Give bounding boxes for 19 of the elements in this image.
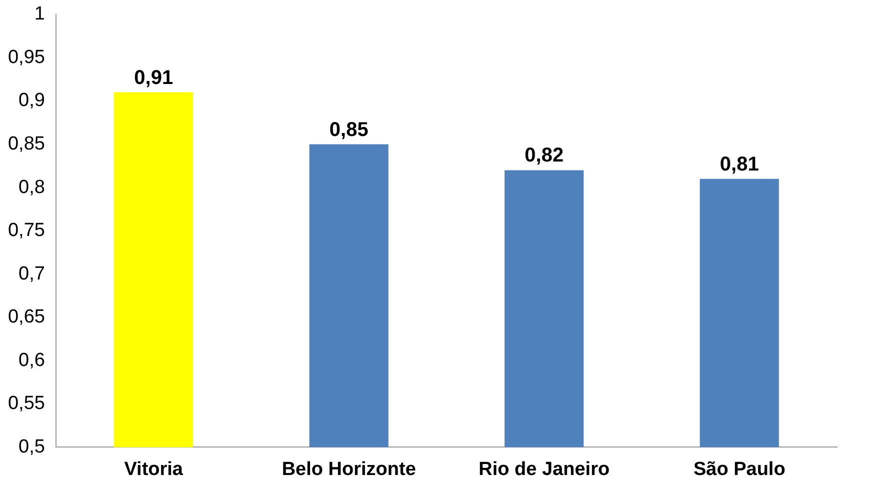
y-tick-label: 0,85 xyxy=(8,133,45,154)
data-label: 0,81 xyxy=(720,153,759,176)
x-tick-label: Rio de Janeiro xyxy=(478,458,610,480)
x-tick-label: Vitoria xyxy=(124,458,184,480)
data-label: 0,91 xyxy=(134,66,174,89)
x-tick-label: Belo Horizonte xyxy=(282,458,416,480)
y-tick-label: 0,9 xyxy=(18,90,45,112)
y-tick-label: 0,7 xyxy=(18,263,45,284)
y-tick-label: 1 xyxy=(34,4,45,25)
x-tick-label: São Paulo xyxy=(693,458,786,480)
data-label: 0,85 xyxy=(329,118,368,141)
y-tick-label: 0,5 xyxy=(18,436,45,458)
y-tick-label: 0,55 xyxy=(8,393,45,414)
data-label: 0,82 xyxy=(524,144,564,167)
y-tick-label: 0,95 xyxy=(8,46,45,68)
y-tick-label: 0,65 xyxy=(8,306,45,328)
y-tick-label: 0,6 xyxy=(18,350,45,371)
y-tick-label: 0,8 xyxy=(18,176,45,198)
y-tick-label: 0,75 xyxy=(8,220,45,242)
